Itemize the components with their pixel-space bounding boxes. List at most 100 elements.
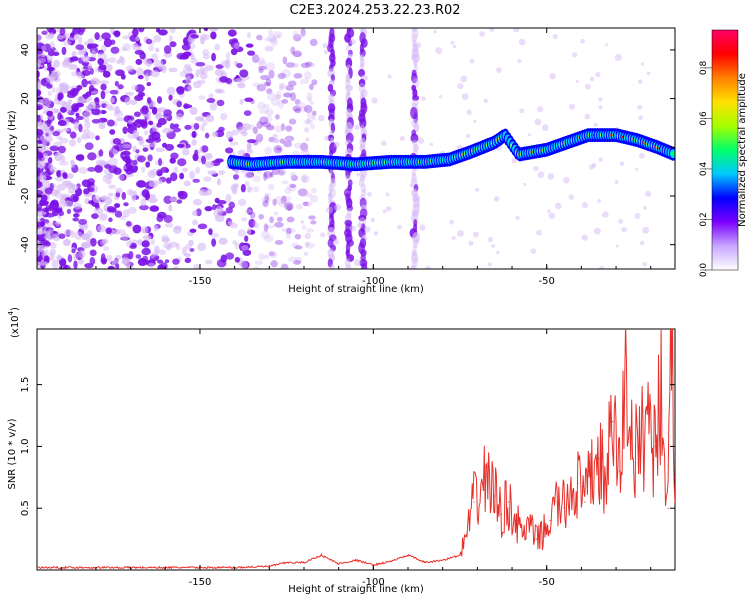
noise-speckle <box>144 73 150 82</box>
noise-speckle <box>131 84 138 91</box>
noise-speckle <box>142 147 149 152</box>
noise-speckle <box>90 237 97 247</box>
noise-speckle <box>267 75 271 79</box>
noise-speckle <box>323 49 329 55</box>
noise-speckle <box>135 36 140 42</box>
noise-speckle <box>37 104 44 111</box>
noise-speckle <box>285 227 292 235</box>
noise-speckle <box>191 130 197 139</box>
noise-speckle <box>69 131 77 139</box>
noise-speckle <box>38 261 49 266</box>
noise-speckle <box>140 119 148 127</box>
noise-speckle <box>371 97 378 104</box>
noise-speckle <box>241 130 248 137</box>
noise-speckle <box>301 174 308 183</box>
snr-point <box>494 495 496 497</box>
noise-speckle <box>273 211 279 216</box>
noise-speckle <box>216 259 227 268</box>
noise-speckle <box>73 213 80 218</box>
streak-blob <box>330 122 336 134</box>
noise-speckle <box>182 148 190 156</box>
noise-speckle <box>283 92 293 98</box>
noise-speckle <box>153 35 162 43</box>
noise-speckle <box>49 182 54 192</box>
spectrogram-frame <box>36 27 676 270</box>
noise-speckle <box>334 203 341 211</box>
noise-speckle <box>190 34 199 39</box>
noise-speckle <box>158 157 163 166</box>
noise-speckle <box>46 83 53 89</box>
noise-speckle <box>85 132 96 140</box>
noise-speckle <box>549 72 556 80</box>
noise-speckle <box>137 239 143 246</box>
noise-speckle <box>299 31 306 38</box>
noise-speckle <box>210 233 220 238</box>
noise-speckle <box>415 42 422 48</box>
snr-point <box>286 561 288 564</box>
noise-speckle <box>285 137 294 142</box>
snr-scale-label: (x104) <box>7 307 21 338</box>
noise-speckle <box>487 236 494 243</box>
snr-point <box>501 513 503 515</box>
noise-speckle <box>224 59 231 69</box>
noise-speckle <box>37 159 41 168</box>
noise-speckle <box>619 161 625 167</box>
noise-speckle <box>83 93 89 100</box>
noise-speckle <box>95 159 106 166</box>
noise-speckle <box>192 219 198 226</box>
snr-point <box>667 507 669 509</box>
colorbar-tick-label: 0.8 <box>699 60 709 75</box>
noise-speckle <box>353 259 361 266</box>
noise-speckle <box>523 182 527 186</box>
noise-speckle <box>70 193 78 203</box>
noise-speckle <box>66 208 72 215</box>
noise-speckle <box>146 97 152 104</box>
noise-speckle <box>81 78 88 88</box>
noise-speckle <box>285 85 294 91</box>
noise-speckle <box>145 59 153 67</box>
noise-speckle <box>145 161 151 168</box>
noise-speckle <box>72 217 80 222</box>
noise-speckle <box>132 129 139 138</box>
noise-speckle <box>457 83 464 90</box>
noise-speckle <box>172 225 182 234</box>
noise-speckle <box>37 255 44 262</box>
noise-speckle <box>285 62 296 68</box>
noise-speckle <box>294 99 301 105</box>
noise-speckle <box>139 204 149 211</box>
noise-speckle <box>41 201 49 206</box>
noise-speckle <box>100 90 106 100</box>
streak-blob <box>345 44 351 52</box>
noise-speckle <box>263 172 268 181</box>
noise-speckle <box>192 210 198 216</box>
noise-speckle <box>51 259 59 269</box>
noise-speckle <box>200 37 205 45</box>
noise-speckle <box>294 34 300 39</box>
noise-speckle <box>156 214 164 223</box>
noise-speckle <box>42 97 50 106</box>
noise-speckle <box>53 59 61 68</box>
noise-speckle <box>236 62 243 69</box>
noise-speckle <box>94 164 103 173</box>
noise-speckle <box>274 138 280 144</box>
noise-speckle <box>123 202 129 207</box>
noise-speckle <box>189 106 198 116</box>
noise-speckle <box>309 194 318 203</box>
noise-speckle <box>189 228 197 233</box>
noise-speckle <box>201 145 209 153</box>
snr-point <box>390 560 392 562</box>
noise-speckle <box>309 100 315 106</box>
noise-speckle <box>301 175 307 182</box>
noise-speckle <box>38 145 46 152</box>
snr-point <box>674 476 675 478</box>
snr-point <box>625 371 628 373</box>
noise-speckle <box>303 147 309 153</box>
noise-speckle <box>103 246 110 251</box>
noise-speckle <box>274 239 284 245</box>
noise-speckle <box>283 140 293 148</box>
noise-speckle <box>266 88 273 95</box>
noise-speckle <box>129 99 138 105</box>
noise-speckle <box>637 104 643 110</box>
noise-speckle <box>157 117 167 126</box>
colorbar-tick-label: 0.0 <box>699 263 709 278</box>
